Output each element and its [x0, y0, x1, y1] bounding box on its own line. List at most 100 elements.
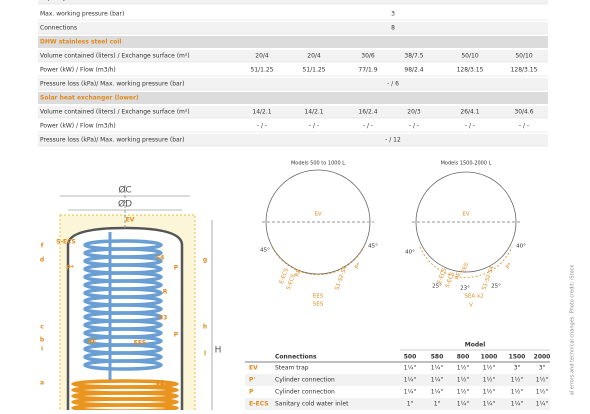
tank-label: H	[215, 346, 222, 356]
section-band	[38, 36, 548, 48]
tank-label: ØC	[118, 185, 131, 196]
cell: 1½"	[536, 377, 549, 384]
row-band	[38, 106, 548, 118]
tank-label: i	[41, 346, 43, 353]
plan-label: V	[469, 303, 473, 309]
cell: 51/1.25	[250, 67, 273, 74]
cell: 1½"	[457, 365, 470, 372]
code-cell: P	[249, 389, 254, 396]
plan-label: S-ECS	[286, 273, 297, 291]
plan-label: EV	[314, 212, 321, 218]
tank-label: ØD	[118, 199, 132, 210]
plan-label: 25°	[491, 284, 501, 290]
tank-label: P	[174, 265, 179, 272]
row-band	[245, 374, 550, 386]
cell: 1¼"	[511, 401, 524, 408]
row-label: Power (kW) / Flow (m3/h)	[40, 123, 116, 130]
plan-label: P*	[505, 262, 514, 271]
plan-title: Models 1500-2000 L	[441, 161, 492, 167]
plan-label: 40°	[516, 244, 526, 250]
tank-label: d	[40, 257, 44, 264]
plan-label: 25°	[432, 284, 442, 290]
plan-label: E-ECS	[279, 267, 290, 285]
row-label: Power (kW) / Flow (m3/h)	[40, 67, 116, 74]
cell: 20/3	[407, 109, 421, 116]
cell: 1¼"	[431, 377, 444, 384]
cell: 128/3.15	[457, 67, 484, 74]
row-band	[38, 78, 548, 90]
plan-label: S1-S2-S4	[334, 265, 348, 291]
cell: 1¼"	[536, 401, 549, 408]
cell: Cylinder connection	[275, 377, 335, 384]
cell: 673	[362, 0, 374, 2]
cell: - / -	[465, 123, 475, 130]
plan-label: 45°	[260, 248, 270, 254]
cell: - / -	[257, 123, 267, 130]
plan-label: RE	[294, 268, 302, 277]
row-band	[245, 398, 550, 410]
cell: 20/4	[255, 53, 269, 60]
cell: 77/1.9	[358, 67, 377, 74]
tank-label: a	[40, 380, 44, 387]
row-band	[38, 0, 548, 4]
cell: 1¼"	[404, 389, 417, 396]
model-label: Model	[465, 342, 486, 349]
tank-label: EES	[134, 340, 147, 347]
header-cell: 1500	[509, 354, 526, 361]
plan-label: EES	[461, 262, 470, 274]
plan-label: EV	[462, 212, 469, 218]
cell: 1¼"	[431, 365, 444, 372]
header-cell: 2000	[534, 354, 551, 361]
cell: 1½"	[483, 377, 496, 384]
cell: - / -	[363, 123, 373, 130]
cell: Cylinder connection	[275, 389, 335, 396]
cell: Steam trap	[275, 365, 309, 372]
header-cell: Connections	[275, 354, 317, 361]
cell: - / 12	[385, 137, 401, 144]
header-cell: 580	[431, 354, 444, 361]
plan-label: 23°	[460, 286, 470, 292]
section-title: Solar heat exchanger (lower)	[40, 95, 139, 102]
tank-label: R	[163, 289, 168, 296]
code-cell: EV	[249, 365, 258, 372]
cell: 50/10	[515, 53, 532, 60]
cell: 14/2.1	[252, 109, 271, 116]
cell: 128/3.15	[511, 67, 538, 74]
cell: - / -	[409, 123, 419, 130]
cell: 1½"	[536, 389, 549, 396]
cell: 1352	[462, 0, 477, 2]
cell: 1¼"	[431, 389, 444, 396]
angle-arc	[419, 246, 513, 278]
cell: Sanitary cold water inlet	[275, 401, 349, 408]
cell: 527	[308, 0, 320, 2]
cell: 3"	[514, 365, 521, 372]
plan-label: EES	[313, 294, 324, 300]
header-cell: 1000	[481, 354, 498, 361]
header-cell: 800	[457, 354, 470, 361]
tank-label: EV	[126, 217, 135, 224]
cell: - / -	[309, 123, 319, 130]
cell: 50/10	[461, 53, 478, 60]
cell: 30/4.6	[514, 109, 533, 116]
row-label: Pressure loss (kPa)/ Max. working pressu…	[40, 81, 185, 88]
cell: 1½"	[483, 389, 496, 396]
tank-label: P	[174, 332, 179, 339]
plan-label: 45°	[368, 244, 378, 250]
cell: 1½"	[483, 365, 496, 372]
tank-label: S3	[159, 315, 168, 322]
plan-label: SEA x2	[464, 294, 483, 300]
tank-label: S4	[156, 255, 165, 262]
cell: - / -	[519, 123, 529, 130]
angle-arc	[271, 246, 365, 276]
tank-label: f	[41, 243, 44, 250]
row-label: Capacity (liters)	[40, 0, 88, 2]
tank-label: c	[40, 324, 44, 331]
header-cell: 500	[404, 354, 417, 361]
cell: 1¼"	[404, 365, 417, 372]
section-band	[38, 92, 548, 104]
tank-label: g	[203, 257, 207, 264]
code-cell: E-ECS	[249, 401, 269, 408]
plan-label: S-ECS	[445, 271, 456, 289]
